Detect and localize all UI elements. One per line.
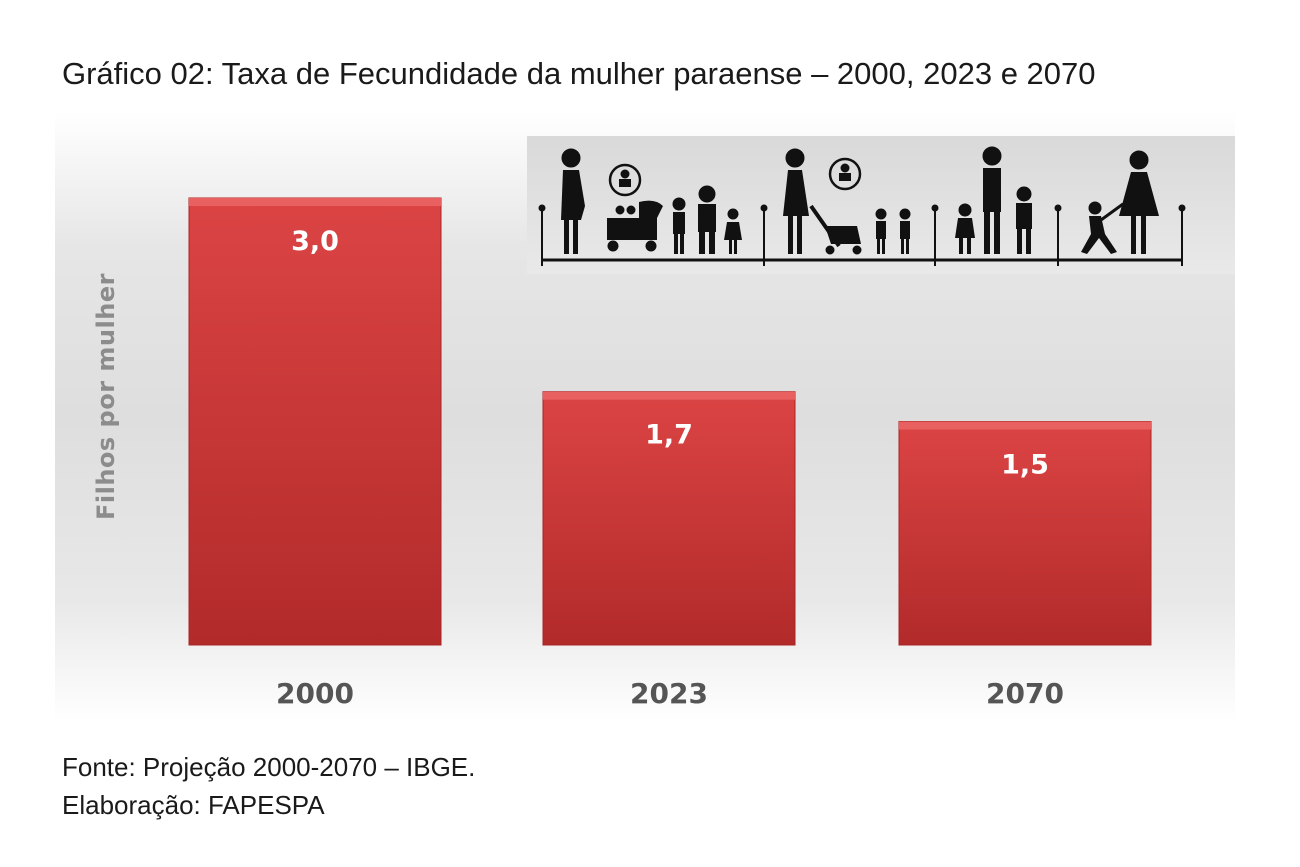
family-icons xyxy=(538,146,1186,266)
bar-2000 xyxy=(188,197,442,646)
bar-2023 xyxy=(542,391,796,646)
credit-line: Elaboração: FAPESPA xyxy=(62,790,325,820)
bar-top-highlight xyxy=(899,421,1151,430)
bar-top-highlight xyxy=(189,198,441,206)
data-label: 3,0 xyxy=(291,226,339,257)
x-tick-label: 2000 xyxy=(276,677,354,710)
y-axis-label: Filhos por mulher xyxy=(92,273,120,520)
bar-2070 xyxy=(898,421,1152,646)
x-tick-label: 2023 xyxy=(630,677,708,710)
data-label: 1,5 xyxy=(1001,450,1049,481)
source-notes: Fonte: Projeção 2000-2070 – IBGE. Elabor… xyxy=(62,748,475,824)
family-pictogram-illustration xyxy=(527,136,1235,274)
bars-group: 3,0 2000 1,7 2023 1,5 2070 xyxy=(188,197,1152,710)
data-label: 1,7 xyxy=(645,420,693,451)
x-tick-label: 2070 xyxy=(986,677,1064,710)
chart-title: Gráfico 02: Taxa de Fecundidade da mulhe… xyxy=(62,56,1096,91)
source-line: Fonte: Projeção 2000-2070 – IBGE. xyxy=(62,752,476,782)
bar-top-highlight xyxy=(543,391,795,400)
